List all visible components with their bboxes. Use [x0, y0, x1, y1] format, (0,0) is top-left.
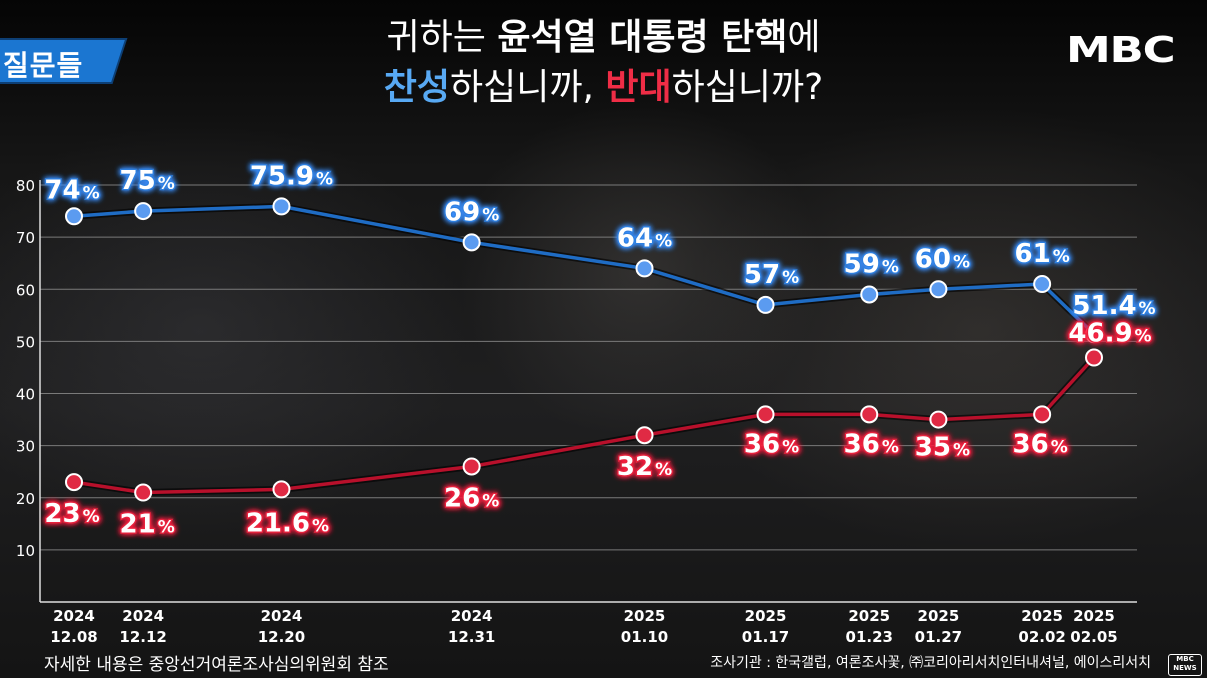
agree-point — [134, 202, 153, 221]
y-tick-label: 80 — [16, 177, 35, 195]
y-tick-label: 40 — [16, 386, 35, 404]
disagree-data-label: 35% — [915, 433, 970, 463]
agree-data-label: 64% — [617, 223, 672, 253]
title-bold: 윤석열 대통령 탄핵 — [497, 17, 788, 58]
mbc-news-badge: MBC NEWS — [1168, 654, 1202, 676]
agree-data-label: 59% — [844, 249, 899, 279]
disagree-point — [635, 426, 654, 445]
x-tick-year: 2025 — [745, 607, 787, 625]
x-tick-date: 12.20 — [258, 628, 305, 646]
x-tick-date: 12.12 — [119, 628, 166, 646]
agree-point — [1085, 325, 1103, 344]
agree-point — [272, 197, 291, 216]
disagree-point — [1085, 348, 1103, 367]
y-tick-label: 10 — [16, 542, 35, 560]
x-tick-year: 2025 — [918, 607, 960, 625]
agree-point — [1033, 275, 1052, 294]
disagree-data-label: 36% — [844, 429, 899, 459]
title-agree: 찬성 — [383, 67, 451, 108]
agree-point — [756, 295, 775, 314]
disagree-point — [272, 480, 291, 499]
disagree-data-label: 36% — [744, 429, 799, 459]
disagree-point — [65, 473, 83, 492]
agree-point — [462, 233, 481, 252]
disagree-point — [756, 405, 775, 424]
agree-point — [65, 207, 83, 226]
mbc-logo: MBC — [1066, 30, 1176, 71]
y-tick-label: 70 — [16, 229, 35, 247]
x-tick-date: 01.10 — [621, 628, 668, 646]
agree-data-label: 74% — [44, 175, 99, 205]
title-prefix: 귀하는 — [386, 17, 498, 58]
agree-data-label: 75% — [120, 166, 175, 196]
x-tick-year: 2025 — [624, 607, 666, 625]
x-tick-year: 2024 — [261, 607, 303, 625]
footer-note: 자세한 내용은 중앙선거여론조사심의위원회 참조 — [44, 655, 389, 675]
survey-sources: 조사기관 : 한국갤럽, 여론조사꽃, ㈜코리아리서치인터내셔널, 에이스리서치 — [710, 655, 1151, 671]
agree-data-label: 69% — [444, 197, 499, 227]
agree-data-label: 51.4% — [1072, 291, 1155, 321]
disagree-point — [462, 457, 481, 476]
agree-data-label: 57% — [744, 260, 799, 290]
disagree-data-label: 23% — [44, 499, 99, 529]
x-tick-date: 01.23 — [846, 628, 893, 646]
x-tick-year: 2025 — [1073, 607, 1115, 625]
agree-data-label: 60% — [915, 244, 970, 274]
agree-data-label: 61% — [1015, 239, 1070, 269]
disagree-line — [73, 356, 1096, 495]
agree-point — [635, 259, 654, 278]
title-line-1: 귀하는 윤석열 대통령 탄핵에 — [0, 20, 1207, 56]
disagree-point — [929, 410, 948, 429]
title-end: 하십니까? — [671, 67, 824, 108]
title-suffix: 에 — [787, 17, 821, 58]
x-tick-date: 02.02 — [1018, 628, 1065, 646]
y-tick-label: 50 — [16, 333, 35, 351]
x-tick-year: 2024 — [53, 607, 95, 625]
disagree-data-label: 21% — [120, 510, 175, 540]
title-disagree: 반대 — [605, 67, 672, 108]
x-tick-year: 2024 — [122, 607, 164, 625]
title-line-2: 찬성하십니까, 반대하십니까? — [0, 70, 1207, 106]
disagree-point — [1033, 405, 1052, 424]
x-tick-date: 02.05 — [1070, 628, 1117, 646]
agree-point — [860, 285, 879, 304]
disagree-data-label: 21.6% — [246, 508, 329, 538]
disagree-point — [860, 405, 879, 424]
x-tick-date: 01.27 — [915, 628, 962, 646]
x-tick-year: 2025 — [848, 607, 890, 625]
title-mid: 하십니까, — [450, 67, 606, 108]
agree-line — [73, 204, 1096, 336]
disagree-data-label: 36% — [1013, 429, 1068, 459]
y-tick-label: 30 — [16, 438, 35, 456]
disagree-point — [134, 483, 153, 502]
agree-point — [929, 280, 948, 299]
agree-data-label: 75.9% — [250, 161, 333, 191]
y-tick-label: 20 — [16, 490, 35, 508]
y-tick-label: 60 — [16, 281, 35, 299]
x-tick-date: 12.08 — [50, 628, 97, 646]
disagree-data-label: 32% — [617, 452, 672, 482]
disagree-data-label: 46.9% — [1068, 319, 1151, 349]
x-tick-year: 2025 — [1021, 607, 1063, 625]
x-tick-year: 2024 — [451, 607, 493, 625]
x-tick-date: 01.17 — [742, 628, 789, 646]
disagree-data-label: 26% — [444, 483, 499, 513]
x-tick-date: 12.31 — [448, 628, 495, 646]
